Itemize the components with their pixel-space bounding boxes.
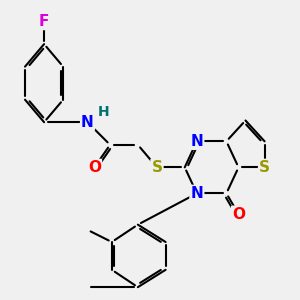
Text: O: O [88, 160, 101, 175]
Text: N: N [81, 115, 94, 130]
Text: F: F [39, 14, 49, 29]
Text: N: N [190, 134, 203, 149]
Text: O: O [232, 207, 245, 222]
Text: S: S [259, 160, 270, 175]
Text: S: S [152, 160, 162, 175]
Text: N: N [190, 186, 203, 201]
Text: H: H [97, 105, 109, 119]
